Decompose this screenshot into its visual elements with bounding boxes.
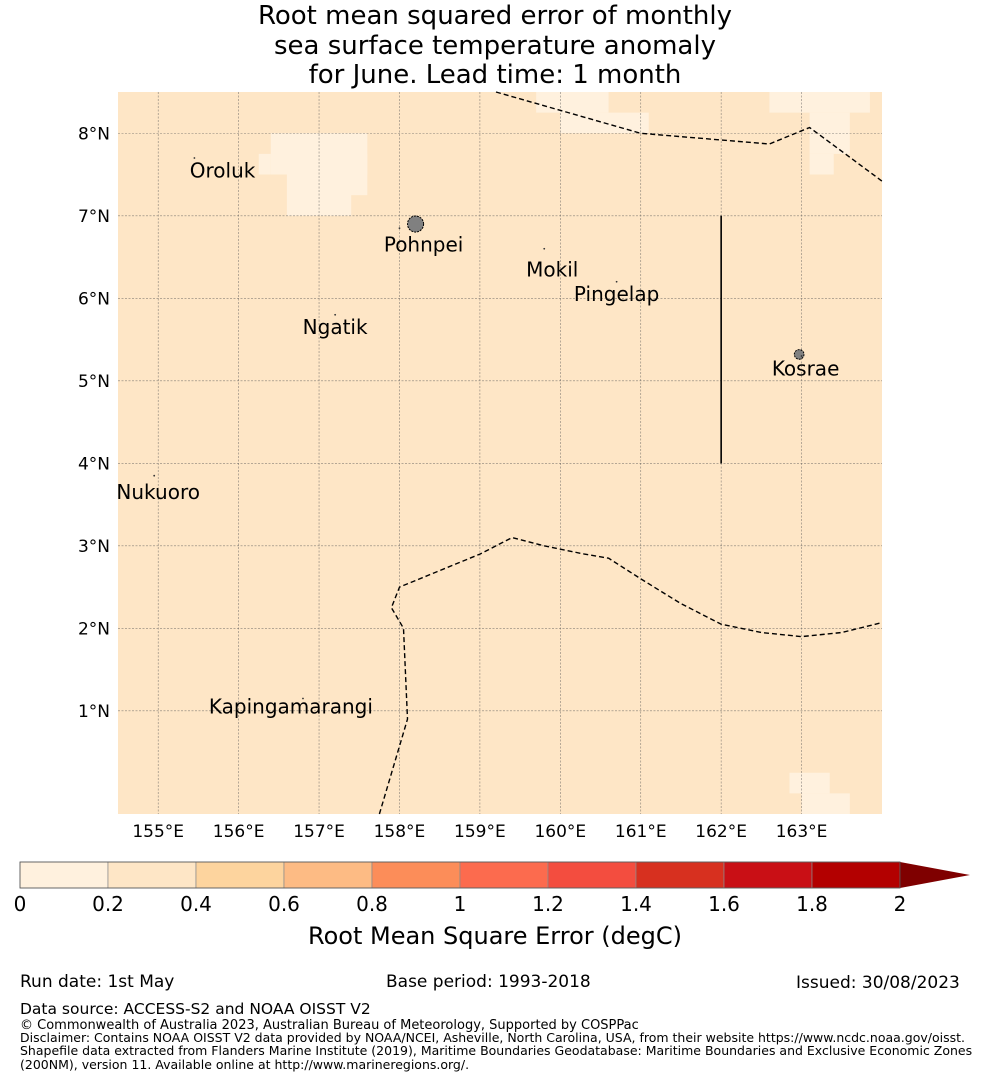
low-error-cell (327, 153, 368, 175)
atoll-dot (334, 313, 337, 316)
colorbar-segment (283, 861, 373, 889)
low-error-cell (809, 153, 834, 175)
lon-tick-label: 163°E (776, 822, 828, 842)
lat-tick-label: 4°N (78, 454, 110, 474)
atoll-dot (543, 247, 546, 250)
colorbar-segment (635, 861, 725, 889)
place-label-mokil: Mokil (526, 257, 578, 281)
lat-tick-label: 5°N (78, 372, 110, 392)
title-line-2: sea surface temperature anomaly (274, 30, 716, 61)
copyright-notice: © Commonwealth of Australia 2023, Austra… (20, 1018, 639, 1033)
lon-tick-label: 156°E (213, 822, 265, 842)
colorbar-tick-label: 2 (894, 892, 907, 916)
low-error-cell (769, 92, 870, 113)
place-label-pingelap: Pingelap (574, 282, 659, 306)
map-and-colorbar-canvas: 155°E 156°E 157°E 158°E 159°E 160°E 161°E 162°E… (14, 91, 970, 916)
colorbar-segment (547, 861, 637, 889)
place-label-ngatik: Ngatik (303, 315, 368, 339)
eez-boundary-line (378, 536, 883, 815)
colorbar-segment (19, 861, 109, 889)
lat-tick-label: 1°N (78, 702, 110, 722)
colorbar-segment (371, 861, 461, 889)
low-error-cell (536, 92, 609, 113)
colorbar-tick-label: 0.4 (180, 892, 212, 916)
eez-boundary-line (495, 91, 883, 182)
disclaimer-line-1: Disclaimer: Contains NOAA OISST V2 data … (20, 1030, 965, 1045)
colorbar-segment (723, 861, 813, 889)
atoll-dot (800, 355, 803, 357)
colorbar-outline (19, 861, 901, 889)
lon-tick-label: 160°E (534, 822, 586, 842)
colorbar-tick-label: 0.2 (92, 892, 124, 916)
colorbar-tick-label: 1.8 (796, 892, 828, 916)
lon-tick-label: 162°E (695, 822, 747, 842)
colorbar-tick-label: 1.2 (532, 892, 564, 916)
colorbar-title: Root Mean Square Error (degC) (308, 922, 682, 950)
colorbar-tick-label: 1.4 (620, 892, 652, 916)
place-label-nukuoro: Nukuoro (116, 480, 200, 504)
atoll-dot (398, 227, 401, 230)
map-title: Root mean squared error of monthly sea s… (0, 1, 990, 91)
colorbar-segment (107, 861, 197, 889)
colorbar-tick-label: 0.6 (268, 892, 300, 916)
lat-tick-label: 6°N (78, 289, 110, 309)
place-label-kosrae: Kosrae (772, 356, 840, 380)
map-panel: 155°E 156°E 157°E 158°E 159°E 160°E 161°E 162°E… (78, 91, 883, 842)
atoll-dot (615, 280, 618, 283)
atoll-dot (193, 157, 196, 159)
place-label-kapingamarangi: Kapingamarangi (209, 695, 373, 719)
lon-tick-label: 161°E (615, 822, 667, 842)
data-source: Data source: ACCESS-S2 and NOAA OISST V2 (20, 1000, 371, 1018)
lat-tick-label: 7°N (78, 207, 110, 227)
colorbar-segment (459, 861, 549, 889)
lon-tick-label: 159°E (454, 822, 506, 842)
colorbar-segment (811, 861, 901, 889)
run-date: Run date: 1st May (20, 972, 175, 992)
title-line-1: Root mean squared error of monthly (257, 1, 733, 31)
lon-tick-label: 157°E (293, 822, 345, 842)
disclaimer-line-2: Shapefile data extracted from Flanders M… (20, 1043, 973, 1058)
lat-tick-label: 2°N (78, 619, 110, 639)
rmse-field-background (118, 92, 882, 814)
low-error-cell (801, 793, 850, 814)
colorbar: 0 0.2 0.4 0.6 0.8 1 1.2 1.4 1.6 1.8 2 (14, 861, 970, 916)
place-label-oroluk: Oroluk (190, 158, 256, 182)
colorbar-segment (195, 861, 285, 889)
title-line-3: for June. Lead time: 1 month (308, 60, 682, 90)
lat-tick-label: 8°N (78, 124, 110, 144)
low-error-cell (258, 153, 271, 175)
lat-tick-label: 3°N (78, 537, 110, 557)
colorbar-extend-arrow (900, 862, 970, 888)
colorbar-tick-label: 1.6 (708, 892, 740, 916)
issued-date: Issued: 30/08/2023 (796, 973, 960, 993)
colorbar-tick-label: 1 (454, 892, 467, 916)
colorbar-tick-label: 0.8 (356, 892, 388, 916)
place-label-pohnpei: Pohnpei (384, 233, 464, 257)
atoll-dot (302, 697, 304, 700)
lon-tick-label: 158°E (374, 822, 426, 842)
base-period: Base period: 1993-2018 (386, 972, 591, 992)
low-error-cell (789, 772, 830, 794)
disclaimer-line-3: (200NM), version 11. Available online at… (20, 1057, 470, 1072)
lon-tick-label: 155°E (132, 822, 184, 842)
atoll-dot (153, 474, 156, 477)
colorbar-tick-label: 0 (14, 892, 27, 916)
island-shape-pohnpei (407, 215, 425, 233)
